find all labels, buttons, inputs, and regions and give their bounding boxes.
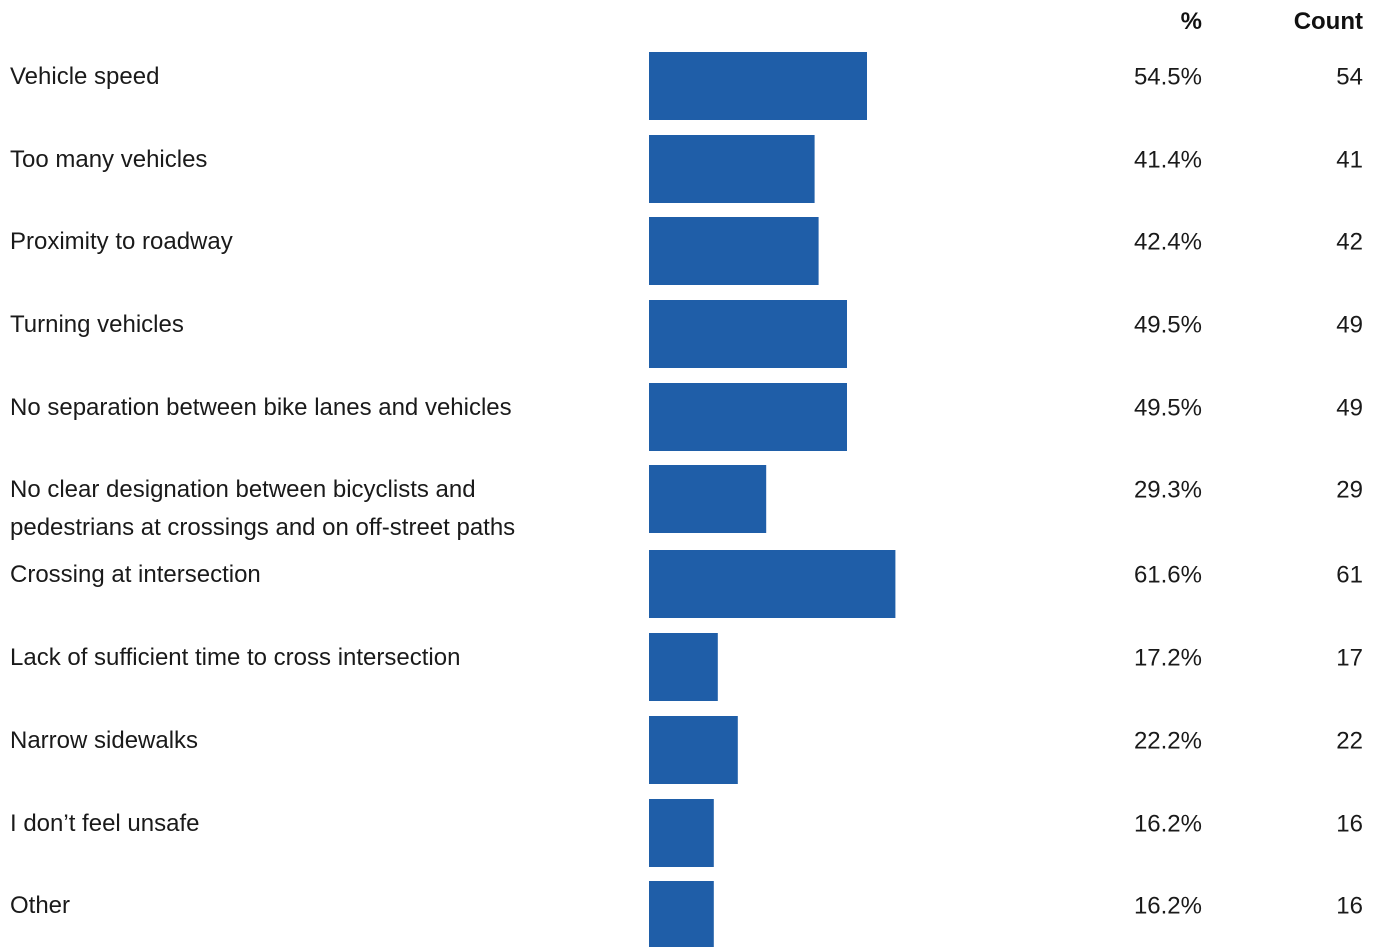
count-label: 17	[1336, 644, 1363, 671]
category-label: I don’t feel unsafe	[10, 810, 199, 837]
count-label: 49	[1336, 394, 1363, 421]
bar	[649, 217, 819, 285]
percent-label: 61.6%	[1134, 561, 1202, 588]
count-label: 49	[1336, 311, 1363, 338]
percent-label: 22.2%	[1134, 727, 1202, 754]
percent-label: 16.2%	[1134, 810, 1202, 837]
bar	[649, 716, 738, 784]
count-label: 22	[1336, 727, 1363, 754]
percent-label: 41.4%	[1134, 146, 1202, 173]
category-label-line: Turning vehicles	[10, 311, 184, 338]
count-label: 54	[1336, 63, 1363, 90]
bar	[649, 550, 896, 618]
category-label-line: Vehicle speed	[10, 63, 159, 90]
count-label: 61	[1336, 561, 1363, 588]
count-label: 16	[1336, 892, 1363, 919]
percent-label: 17.2%	[1134, 644, 1202, 671]
category-label-line: Too many vehicles	[10, 146, 207, 173]
category-label: Turning vehicles	[10, 311, 184, 338]
percent-label: 54.5%	[1134, 63, 1202, 90]
category-label: Too many vehicles	[10, 146, 207, 173]
category-label-line: Narrow sidewalks	[10, 727, 198, 754]
percent-label: 29.3%	[1134, 476, 1202, 503]
bar	[649, 881, 714, 947]
category-label: No separation between bike lanes and veh…	[10, 394, 512, 421]
count-label: 29	[1336, 476, 1363, 503]
bar	[649, 52, 867, 120]
category-label-line: I don’t feel unsafe	[10, 810, 199, 837]
category-label-line: Proximity to roadway	[10, 228, 233, 255]
category-label-line: No separation between bike lanes and veh…	[10, 394, 512, 421]
category-label: Narrow sidewalks	[10, 727, 198, 754]
count-label: 41	[1336, 146, 1363, 173]
bar	[649, 135, 815, 203]
category-label-line: Lack of sufficient time to cross interse…	[10, 644, 460, 671]
category-label: Crossing at intersection	[10, 561, 261, 588]
category-label: Other	[10, 892, 70, 919]
bar	[649, 300, 847, 368]
percent-label: 16.2%	[1134, 892, 1202, 919]
category-label: No clear designation between bicyclists …	[10, 476, 515, 541]
category-label-line: Other	[10, 892, 70, 919]
bar	[649, 799, 714, 867]
percent-column-header: %	[1180, 8, 1202, 35]
bar	[649, 383, 847, 451]
bar	[649, 465, 767, 533]
category-label-line: Crossing at intersection	[10, 561, 261, 588]
count-label: 16	[1336, 810, 1363, 837]
category-label: Lack of sufficient time to cross interse…	[10, 644, 460, 671]
bar	[649, 633, 718, 701]
category-label: Proximity to roadway	[10, 228, 233, 255]
percent-label: 49.5%	[1134, 394, 1202, 421]
category-label-line: pedestrians at crossings and on off-stre…	[10, 514, 515, 541]
count-column-header: Count	[1293, 8, 1363, 35]
count-label: 42	[1336, 228, 1363, 255]
category-label: Vehicle speed	[10, 63, 159, 90]
percent-label: 42.4%	[1134, 228, 1202, 255]
percent-label: 49.5%	[1134, 311, 1202, 338]
category-label-line: No clear designation between bicyclists …	[10, 476, 476, 503]
